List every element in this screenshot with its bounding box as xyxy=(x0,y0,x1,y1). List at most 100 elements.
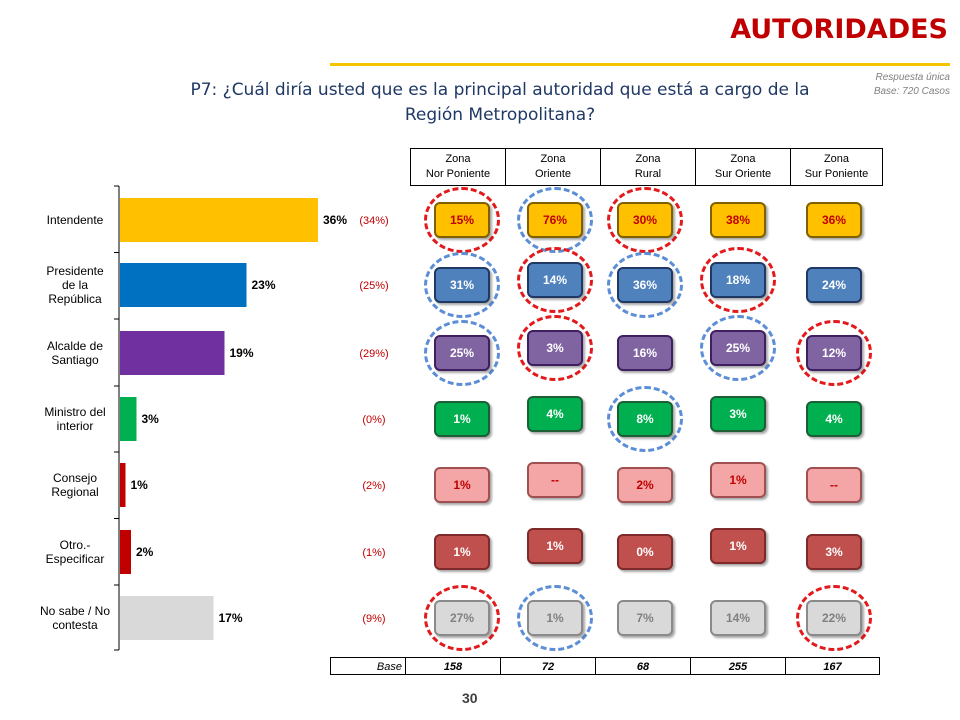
zone-value-box: -- xyxy=(806,467,862,503)
category-label: No sabe / No xyxy=(40,604,110,618)
bar-4 xyxy=(120,463,126,507)
zone-value-box: -- xyxy=(527,462,583,498)
previous-value-label: (9%) xyxy=(362,613,385,625)
bar-6 xyxy=(120,596,214,640)
base-value: 167 xyxy=(785,657,880,675)
bar-1 xyxy=(120,263,247,307)
bar-value-label: 3% xyxy=(142,412,160,426)
category-label: interior xyxy=(57,419,94,433)
zone-value-box: 3% xyxy=(527,330,583,366)
zone-header-line1: Zona xyxy=(730,153,756,165)
category-label: Intendente xyxy=(47,213,104,227)
zone-header-4: Zona Sur Poniente xyxy=(790,148,883,186)
zone-value-box: 1% xyxy=(527,600,583,636)
zone-value-box: 1% xyxy=(710,462,766,498)
bar-value-label: 1% xyxy=(131,478,149,492)
zone-header-2: Zona Rural xyxy=(600,148,695,186)
zone-value-box: 3% xyxy=(710,396,766,432)
zone-header-line2: Oriente xyxy=(534,168,572,180)
zone-header-line2: Sur Oriente xyxy=(714,168,772,180)
previous-value-label: (29%) xyxy=(359,348,388,360)
zone-value-box: 14% xyxy=(710,600,766,636)
zone-header-line2: Sur Poniente xyxy=(804,168,869,180)
zone-value-box: 36% xyxy=(617,267,673,303)
category-label: Especificar xyxy=(46,552,105,566)
zone-header-line2: Nor Poniente xyxy=(425,168,491,180)
category-label: contesta xyxy=(52,618,98,632)
question-text: P7: ¿Cuál diría usted que es la principa… xyxy=(150,78,850,128)
category-label: Presidente xyxy=(46,264,104,278)
zone-value-box: 8% xyxy=(617,401,673,437)
zone-value-box: 7% xyxy=(617,600,673,636)
zone-value-box: 4% xyxy=(806,401,862,437)
category-label: República xyxy=(48,292,102,306)
category-label: de la xyxy=(62,278,88,292)
zone-header-line1: Zona xyxy=(823,153,850,165)
zone-value-box: 1% xyxy=(434,467,490,503)
zone-value-box: 4% xyxy=(527,396,583,432)
zone-header-line2: Rural xyxy=(634,168,662,180)
zone-value-box: 25% xyxy=(434,335,490,371)
zone-header-line1: Zona xyxy=(540,153,566,165)
zone-value-box: 0% xyxy=(617,534,673,570)
question-line-1: P7: ¿Cuál diría usted que es la principa… xyxy=(190,80,810,100)
zone-value-box: 1% xyxy=(527,528,583,564)
zone-value-box: 1% xyxy=(434,401,490,437)
bar-value-label: 17% xyxy=(219,611,243,625)
previous-value-label: (25%) xyxy=(359,280,388,292)
zone-value-box: 14% xyxy=(527,262,583,298)
zone-value-box: 76% xyxy=(527,202,583,238)
category-label: Ministro del xyxy=(44,405,105,419)
previous-value-label: (34%) xyxy=(359,215,388,227)
bar-value-label: 23% xyxy=(252,278,276,292)
bar-5 xyxy=(120,530,131,574)
zone-value-box: 18% xyxy=(710,262,766,298)
previous-value-label: (1%) xyxy=(362,547,385,559)
zone-value-box: 22% xyxy=(806,600,862,636)
zone-value-box: 30% xyxy=(617,202,673,238)
base-label: Base xyxy=(330,657,405,675)
category-label: Alcalde de xyxy=(47,339,103,353)
zone-header-0: Zona Nor Poniente xyxy=(410,148,505,186)
title-underline xyxy=(330,63,950,66)
zone-value-box: 25% xyxy=(710,330,766,366)
bar-value-label: 36% xyxy=(323,213,347,227)
previous-value-label: (0%) xyxy=(362,414,385,426)
bar-3 xyxy=(120,397,137,441)
category-label: Regional xyxy=(51,485,98,499)
category-label: Consejo xyxy=(53,471,97,485)
response-type-note: Respuesta única xyxy=(875,72,951,83)
zone-value-box: 12% xyxy=(806,335,862,371)
bar-2 xyxy=(120,331,225,375)
zone-value-box: 36% xyxy=(806,202,862,238)
page-number: 30 xyxy=(462,690,478,706)
zone-header-line1: Zona xyxy=(445,153,471,165)
zone-value-box: 24% xyxy=(806,267,862,303)
zone-value-box: 3% xyxy=(806,534,862,570)
category-label: Santiago xyxy=(51,353,99,367)
zone-header-1: Zona Oriente xyxy=(505,148,600,186)
zone-value-box: 15% xyxy=(434,202,490,238)
zone-header-line1: Zona xyxy=(635,153,661,165)
previous-value-label: (2%) xyxy=(362,480,385,492)
bar-value-label: 2% xyxy=(136,545,154,559)
zone-value-box: 1% xyxy=(710,528,766,564)
base-value: 72 xyxy=(500,657,595,675)
base-value: 255 xyxy=(690,657,785,675)
page-title: AUTORIDADES xyxy=(730,14,948,45)
zone-value-box: 16% xyxy=(617,335,673,371)
zone-value-box: 2% xyxy=(617,467,673,503)
category-label: Otro.- xyxy=(60,538,91,552)
base-value: 158 xyxy=(405,657,500,675)
bar-0 xyxy=(120,198,318,242)
zone-value-box: 1% xyxy=(434,534,490,570)
question-line-2: Región Metropolitana? xyxy=(404,105,596,125)
zone-value-box: 31% xyxy=(434,267,490,303)
zone-value-box: 38% xyxy=(710,202,766,238)
base-cases-note: Base: 720 Casos xyxy=(873,86,950,97)
zone-value-box: 27% xyxy=(434,600,490,636)
base-value: 68 xyxy=(595,657,690,675)
bar-value-label: 19% xyxy=(230,346,254,360)
zone-header-3: Zona Sur Oriente xyxy=(695,148,790,186)
